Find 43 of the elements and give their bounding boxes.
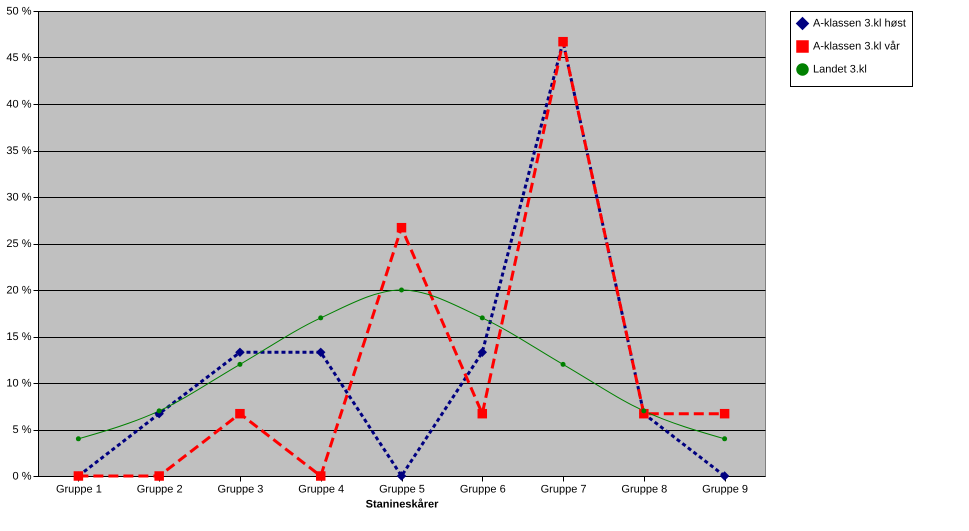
point [720, 471, 730, 481]
y-tick-label: 30 % [6, 192, 32, 204]
legend-label: A-klassen 3.kl vår [813, 40, 900, 52]
x-tick-label: Gruppe 1 [56, 484, 102, 496]
y-tick-label: 50 % [6, 6, 32, 18]
x-tick-label: Gruppe 5 [379, 484, 425, 496]
y-tick-label: 45 % [6, 52, 32, 64]
y-tick-label: 10 % [6, 378, 32, 390]
point [235, 408, 245, 418]
x-tick-label: Gruppe 6 [460, 484, 506, 496]
legend-label: A-klassen 3.kl høst [813, 18, 906, 30]
point [154, 471, 164, 481]
y-tick-label: 5 % [12, 424, 32, 436]
x-tick-label: Gruppe 8 [621, 484, 668, 496]
x-tick-label: Gruppe 9 [702, 484, 748, 496]
x-tick-label: Gruppe 3 [218, 484, 264, 496]
point [399, 288, 404, 292]
point [396, 222, 406, 232]
point [722, 436, 728, 442]
y-tick-label: 0 % [12, 470, 32, 482]
y-tick-label: 25 % [6, 238, 32, 250]
point [316, 348, 326, 358]
y-tick-label: 15 % [6, 331, 32, 343]
point [478, 348, 488, 358]
point [237, 362, 242, 367]
point [720, 408, 730, 418]
point [396, 471, 406, 481]
y-tick-label: 35 % [6, 145, 32, 157]
y-tick-label: 40 % [6, 98, 32, 110]
point [478, 408, 488, 418]
x-tick-label: Gruppe 2 [136, 484, 183, 496]
point [316, 471, 326, 481]
point [480, 315, 485, 320]
x-tick-label: Gruppe 7 [540, 484, 586, 496]
legend-label: Landet 3.kl [813, 64, 867, 76]
y-tick-label: 20 % [6, 284, 32, 296]
point [76, 436, 81, 442]
x-tick-label: Gruppe 4 [298, 484, 344, 496]
point [156, 408, 162, 414]
x-axis-title: Stanineskårer [366, 498, 440, 510]
point [235, 348, 245, 358]
point [318, 315, 324, 320]
point [560, 362, 566, 367]
